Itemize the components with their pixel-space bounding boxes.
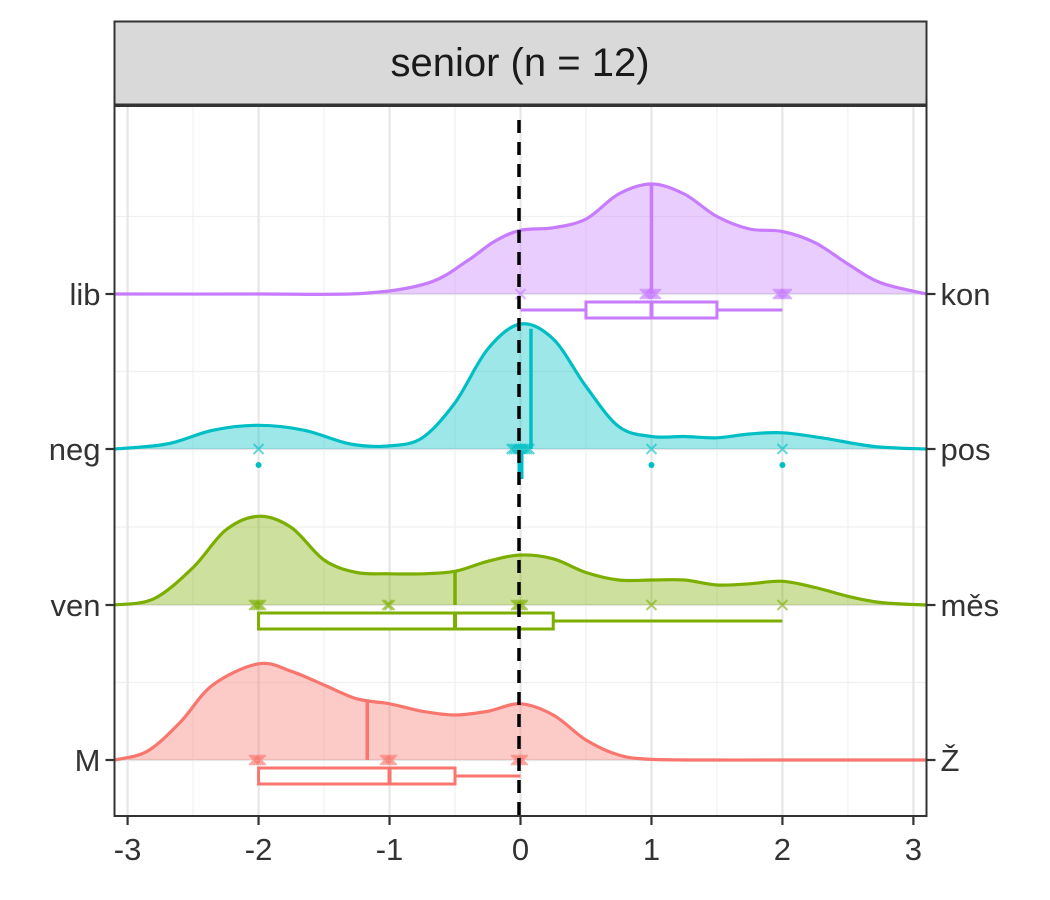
y-tick-label-left: ven	[51, 588, 101, 623]
density-curve	[114, 661, 927, 762]
data-point	[252, 754, 265, 766]
data-point	[505, 443, 518, 455]
data-point	[383, 599, 396, 611]
data-point	[248, 754, 260, 766]
x-tick-label: 0	[512, 832, 529, 867]
y-tick-label-right: kon	[941, 277, 991, 312]
data-point	[781, 288, 793, 300]
data-point	[250, 754, 263, 766]
data-point	[776, 599, 789, 611]
data-point	[508, 443, 520, 455]
data-point	[383, 754, 396, 766]
data-point	[248, 599, 260, 611]
data-point	[772, 288, 784, 300]
data-point	[776, 443, 789, 455]
x-tick-label: -1	[376, 832, 404, 867]
data-point	[639, 288, 651, 300]
data-point	[252, 443, 265, 455]
box-median	[517, 451, 524, 479]
density-area	[114, 663, 927, 761]
axes: lib kon neg pos ven měs M Ž -3 -2 -1 0 1 2 3	[49, 277, 999, 867]
data-point	[776, 288, 789, 300]
data-point	[650, 288, 662, 300]
density-curve	[114, 514, 927, 607]
data-point	[645, 599, 658, 611]
box-outlier	[648, 462, 655, 468]
data-point	[381, 599, 394, 611]
box-outlier	[779, 462, 786, 468]
strip-background	[113, 20, 928, 106]
x-tick-label: -3	[114, 832, 142, 867]
y-tick-label-left: M	[75, 743, 101, 778]
data-point	[252, 599, 265, 611]
box-body	[257, 766, 457, 786]
data-point	[381, 754, 394, 766]
density-curve	[114, 322, 927, 451]
data-point	[523, 443, 536, 455]
y-tick-label-right: pos	[941, 432, 991, 467]
data-point	[521, 443, 533, 455]
density-curve	[114, 182, 927, 296]
box-body	[257, 611, 555, 631]
x-tick-label: 2	[774, 832, 791, 867]
data-point	[514, 288, 527, 300]
data-point	[250, 599, 263, 611]
data-point	[645, 443, 658, 455]
y-tick-label-right: Ž	[941, 743, 960, 778]
x-tick-label: -2	[245, 832, 273, 867]
data-point	[519, 443, 531, 455]
box-outlier	[255, 462, 262, 468]
x-tick-label: 3	[905, 832, 922, 867]
facet-label: senior (n = 12)	[390, 41, 649, 85]
y-tick-label-left: lib	[69, 277, 100, 312]
y-tick-label-right: měs	[941, 588, 1000, 623]
y-tick-label-left: neg	[49, 432, 101, 467]
data-point	[641, 288, 653, 300]
x-tick-label: 1	[643, 832, 660, 867]
data-point	[379, 754, 391, 766]
series-m-z	[114, 661, 927, 786]
